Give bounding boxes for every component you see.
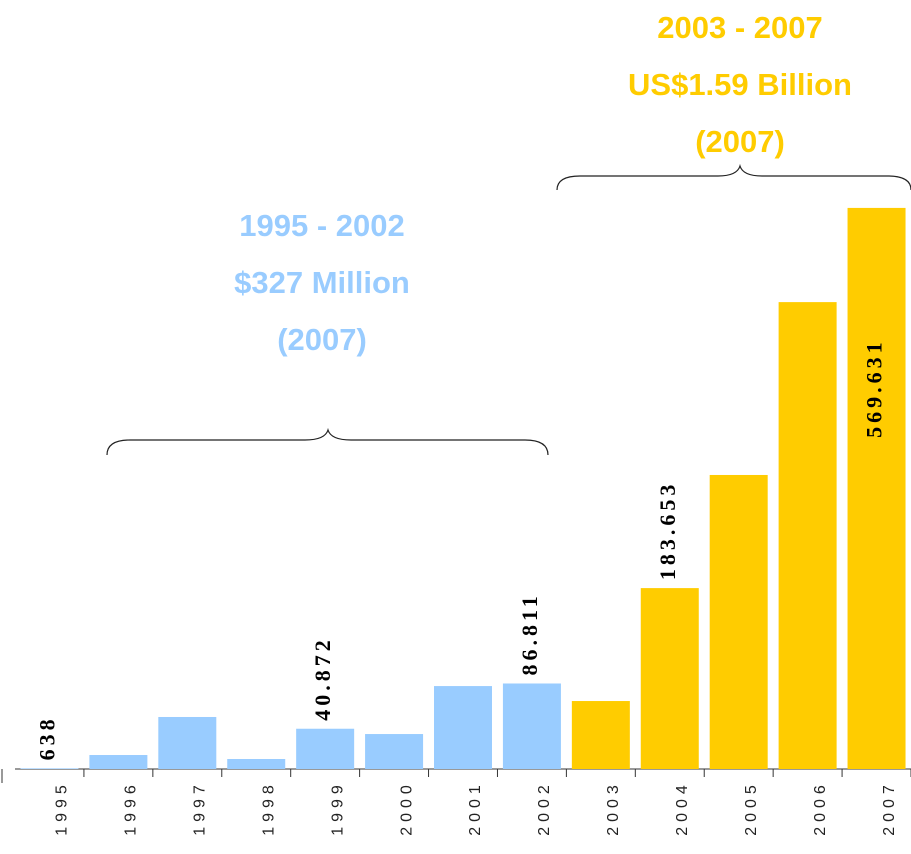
bar — [158, 716, 217, 769]
brace — [556, 163, 911, 191]
bar — [434, 686, 492, 769]
value-label: 86.811 — [517, 592, 542, 675]
brace — [106, 427, 549, 456]
x-tick-label: 2002 — [536, 780, 553, 836]
x-tick-label: 2000 — [398, 780, 415, 836]
bar — [640, 588, 699, 769]
value-label: 638 — [35, 715, 60, 760]
annotation: 2003 - 2007 — [657, 10, 822, 45]
x-tick-label: 2003 — [605, 780, 622, 836]
bar — [296, 728, 355, 769]
annotation: US$1.59 Billion — [628, 67, 852, 102]
x-tick-label: 1996 — [123, 780, 140, 836]
bar — [502, 683, 561, 769]
x-tick-label: 1995 — [54, 780, 71, 836]
x-tick-label: 2001 — [467, 780, 484, 836]
value-label: 183.653 — [655, 481, 680, 581]
annotation: 1995 - 2002 — [239, 208, 404, 243]
bar — [847, 207, 906, 770]
x-tick-label: 2007 — [881, 780, 898, 836]
annotation: (2007) — [695, 124, 785, 159]
bar — [365, 734, 424, 769]
annotation: $327 Million — [234, 265, 410, 300]
bar — [20, 768, 79, 769]
value-label: 40.872 — [310, 636, 335, 721]
bar — [709, 474, 768, 769]
x-tick-label: 1997 — [192, 780, 209, 836]
x-tick-label: 2004 — [674, 780, 691, 836]
x-tick-label: 2006 — [812, 780, 829, 836]
bar — [571, 701, 630, 769]
bar — [227, 759, 286, 769]
x-tick-label: 2005 — [743, 780, 760, 836]
value-label: 569.631 — [862, 338, 887, 438]
x-tick-label: 1998 — [260, 780, 277, 836]
bar — [89, 755, 148, 769]
annotation: (2007) — [277, 322, 367, 357]
bar — [778, 302, 837, 769]
x-tick-label: 1999 — [329, 780, 346, 836]
